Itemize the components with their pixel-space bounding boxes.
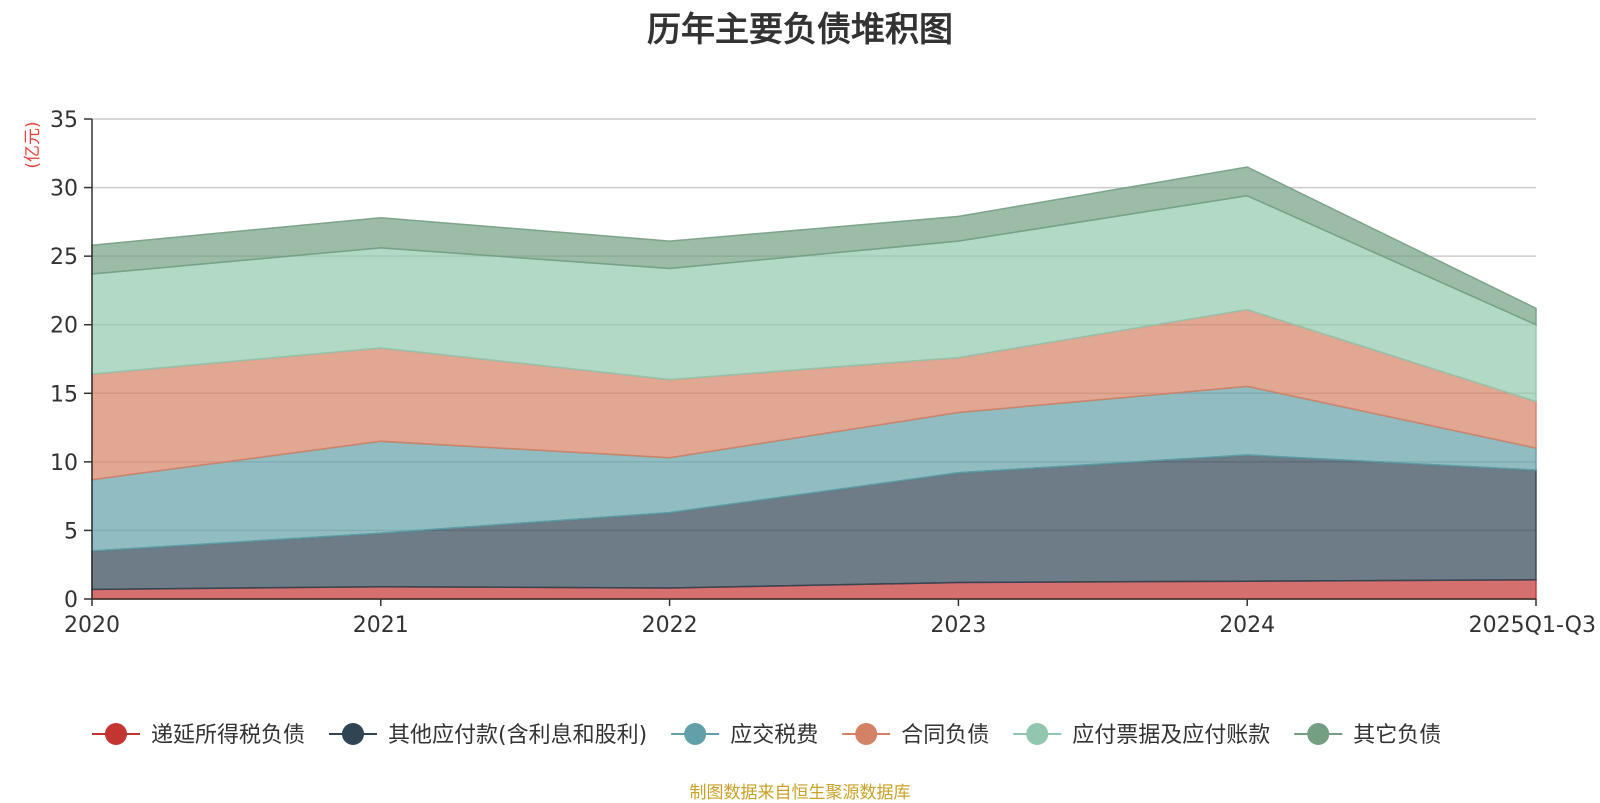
legend-label: 其他应付款(含利息和股利) bbox=[388, 723, 647, 748]
legend-item-0[interactable]: 递延所得税负债 bbox=[92, 723, 305, 748]
legend-item-4[interactable]: 应付票据及应付账款 bbox=[1013, 723, 1270, 748]
y-tick-label: 30 bbox=[50, 177, 78, 202]
y-tick-label: 0 bbox=[64, 588, 78, 613]
legend: 递延所得税负债 其他应付款(含利息和股利) 应交税费 合同负债 应付票据及应付账款 其它负… bbox=[92, 723, 1441, 748]
legend-item-1[interactable]: 其他应付款(含利息和股利) bbox=[329, 723, 647, 748]
legend-marker-icon bbox=[684, 723, 707, 745]
legend-item-2[interactable]: 应交税费 bbox=[671, 723, 818, 748]
y-tick-label: 15 bbox=[50, 382, 78, 407]
legend-marker-icon bbox=[855, 723, 878, 745]
y-tick-label: 10 bbox=[50, 451, 78, 476]
y-tick-label: 20 bbox=[50, 314, 78, 339]
x-tick-label: 2020 bbox=[64, 613, 120, 638]
legend-label: 应付票据及应付账款 bbox=[1072, 723, 1270, 748]
y-tick-label: 35 bbox=[50, 108, 78, 133]
x-tick-label: 2024 bbox=[1219, 613, 1275, 638]
area-series bbox=[91, 166, 1537, 600]
x-tick-label: 2025Q1-Q3 bbox=[1469, 613, 1596, 638]
source-note: 制图数据来自恒生聚源数据库 bbox=[689, 783, 911, 803]
x-tick-label: 2022 bbox=[642, 613, 698, 638]
x-tick-label: 2023 bbox=[930, 613, 986, 638]
y-axis-unit-label: (亿元) bbox=[23, 121, 43, 168]
legend-item-5[interactable]: 其它负债 bbox=[1294, 723, 1441, 748]
legend-item-3[interactable]: 合同负债 bbox=[842, 723, 989, 748]
legend-marker-icon bbox=[105, 723, 127, 745]
axes: 0 5 10 15 20 25 30 35 2020 2021 2022 2023 2024 2025Q1… bbox=[50, 108, 1596, 638]
area-series-5[interactable] bbox=[91, 166, 1537, 326]
legend-marker-icon bbox=[342, 723, 365, 745]
legend-label: 应交税费 bbox=[730, 723, 818, 748]
x-tick-label: 2021 bbox=[353, 613, 409, 638]
legend-label: 其它负债 bbox=[1353, 723, 1441, 748]
chart-title: 历年主要负债堆积图 bbox=[647, 10, 953, 50]
y-tick-label: 25 bbox=[50, 245, 78, 270]
y-tick-label: 5 bbox=[64, 519, 78, 544]
legend-label: 合同负债 bbox=[901, 723, 989, 748]
legend-label: 递延所得税负债 bbox=[151, 723, 305, 748]
legend-marker-icon bbox=[1026, 723, 1049, 745]
legend-marker-icon bbox=[1307, 723, 1330, 745]
